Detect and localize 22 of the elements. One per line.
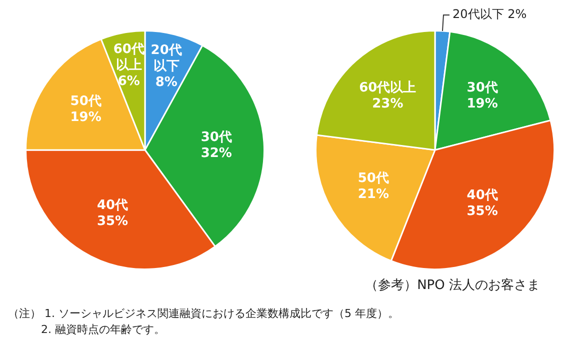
- slice-label: 50代: [70, 94, 102, 110]
- data-label: 23%: [372, 96, 404, 112]
- data-label: 35%: [96, 214, 128, 230]
- slice-label: 40代: [96, 198, 128, 214]
- slice-label: 40代: [466, 188, 498, 204]
- slice-label: 30代: [200, 130, 232, 145]
- text: （参考）NPO 法人のお客さま: [364, 277, 541, 294]
- data-label: 19%: [466, 96, 498, 112]
- data-label: 19%: [70, 110, 102, 126]
- data-label: 6%: [118, 74, 140, 90]
- data-label: 35%: [466, 204, 498, 220]
- slice-label: 50代: [358, 170, 389, 186]
- text: （注） 1. ソーシャルビジネス関連融資における企業数構成比です（5 年度）。: [8, 306, 399, 322]
- slice-label: 20代以下: [150, 43, 182, 74]
- slice-label: 30代: [466, 80, 498, 96]
- data-label: 32%: [200, 146, 232, 161]
- slice-label: 60代以上: [359, 80, 416, 96]
- slice-label: 20代以下 2%: [452, 7, 527, 22]
- data-label: 21%: [358, 186, 389, 202]
- slice-label: 60代以上: [113, 42, 144, 74]
- text: 2. 融資時点の年齢です。: [40, 322, 166, 338]
- data-label: 8%: [155, 75, 178, 90]
